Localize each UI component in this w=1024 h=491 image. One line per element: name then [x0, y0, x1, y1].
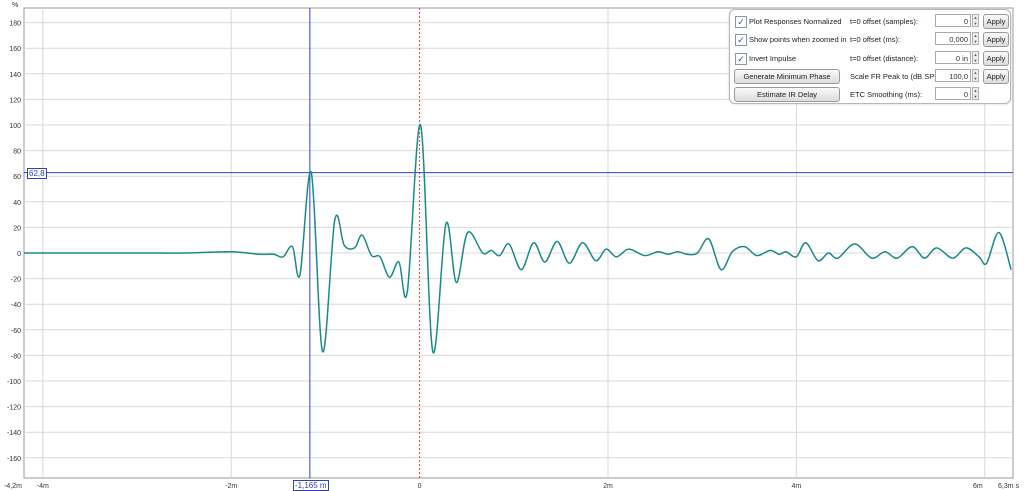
estimate-ir-delay-button[interactable]: Estimate IR Delay — [734, 87, 840, 102]
y-tick-label: 80 — [13, 149, 21, 156]
apply-scale-fr-peak-button[interactable]: Apply — [983, 69, 1009, 84]
offset-distance-spinner[interactable]: ▲ ▼ — [972, 51, 979, 64]
offset-samples-input[interactable]: 0 — [935, 14, 971, 27]
offset-samples-label: t=0 offset (samples): — [850, 17, 919, 26]
scale-fr-peak-input[interactable]: 100,0 — [935, 69, 971, 82]
x-tick-label: 2m — [603, 483, 613, 490]
y-tick-label: -80 — [11, 353, 21, 360]
invert-impulse-label: Invert Impulse — [749, 54, 797, 63]
show-points-checkbox[interactable]: ✓ — [735, 34, 747, 46]
scale-fr-peak-label: Scale FR Peak to (dB SPL): — [850, 72, 943, 81]
y-axis-unit: % — [12, 2, 18, 9]
x-tick-label: 6,3m s — [998, 483, 1020, 490]
etc-smoothing-label: ETC Smoothing (ms): — [850, 90, 923, 99]
y-tick-label: -60 — [11, 328, 21, 335]
y-tick-label: -160 — [7, 456, 21, 463]
y-tick-label: -100 — [7, 379, 21, 386]
offset-samples-spinner[interactable]: ▲ ▼ — [972, 14, 979, 27]
y-tick-label: 20 — [13, 225, 21, 232]
y-tick-label: 120 — [9, 97, 21, 104]
y-tick-label: 40 — [13, 200, 21, 207]
etc-smoothing-spinner[interactable]: ▲ ▼ — [972, 87, 979, 100]
x-tick-label: 4m — [791, 483, 801, 490]
cursor-y-readout: 62,8 — [27, 168, 47, 179]
y-tick-label: 140 — [9, 72, 21, 79]
x-tick-label: -4,2m — [4, 483, 22, 490]
show-points-label: Show points when zoomed in — [749, 35, 847, 44]
offset-ms-spinner[interactable]: ▲ ▼ — [972, 32, 979, 45]
y-tick-label: -120 — [7, 405, 21, 412]
x-tick-label: -2m — [225, 483, 237, 490]
offset-distance-input[interactable]: 0 in — [935, 51, 971, 64]
y-tick-label: 100 — [9, 123, 21, 130]
cursor-x-readout: -1,165 m — [293, 480, 329, 491]
x-tick-label: 0 — [418, 483, 422, 490]
x-tick-label: 6m — [973, 483, 983, 490]
x-tick-label: -4m — [37, 483, 49, 490]
offset-ms-input[interactable]: 0,000 — [935, 32, 971, 45]
apply-offset-samples-button[interactable]: Apply — [983, 14, 1009, 29]
impulse-response-line — [24, 124, 1012, 354]
y-tick-label: 0 — [17, 251, 21, 258]
plot-normalized-checkbox[interactable]: ✓ — [735, 16, 747, 28]
offset-ms-label: t=0 offset (ms): — [850, 35, 901, 44]
apply-offset-ms-button[interactable]: Apply — [983, 32, 1009, 47]
apply-offset-distance-button[interactable]: Apply — [983, 51, 1009, 66]
impulse-settings-panel: ✓ Plot Responses Normalized t=0 offset (… — [729, 9, 1011, 104]
scale-fr-peak-spinner[interactable]: ▲ ▼ — [972, 69, 979, 82]
etc-smoothing-input[interactable]: 0 — [935, 87, 971, 100]
y-tick-label: 60 — [13, 174, 21, 181]
invert-impulse-checkbox[interactable]: ✓ — [735, 53, 747, 65]
y-tick-label: 180 — [9, 21, 21, 28]
generate-minimum-phase-button[interactable]: Generate Minimum Phase — [734, 69, 840, 84]
y-tick-label: -40 — [11, 302, 21, 309]
y-tick-label: 160 — [9, 46, 21, 53]
plot-normalized-label: Plot Responses Normalized — [749, 17, 842, 26]
offset-distance-label: t=0 offset (distance): — [850, 54, 919, 63]
y-tick-label: -140 — [7, 430, 21, 437]
y-tick-label: -20 — [11, 277, 21, 284]
